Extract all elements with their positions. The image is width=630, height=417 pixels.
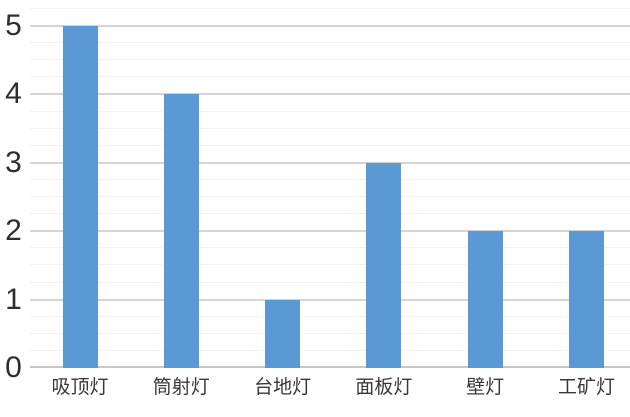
major-gridline [30, 161, 630, 164]
bar-壁灯 [467, 231, 503, 368]
x-axis-line [30, 366, 630, 368]
minor-gridline [30, 110, 630, 112]
major-gridline [30, 298, 630, 301]
x-category-label: 壁灯 [466, 377, 505, 398]
x-category-label: 吸顶灯 [51, 377, 109, 398]
y-tick-label: 0 [5, 351, 22, 384]
y-tick-label: 1 [5, 282, 22, 316]
minor-gridline [30, 332, 630, 334]
major-gridline [30, 25, 630, 27]
x-category-label: 筒射灯 [152, 377, 210, 398]
minor-gridline [30, 247, 630, 249]
x-category-label: 面板灯 [355, 377, 413, 398]
plot-area [30, 0, 630, 368]
bar-面板灯 [366, 162, 402, 368]
x-category-label: 工矿灯 [557, 377, 616, 398]
x-axis: 吸顶灯 筒射灯 台地灯 面板灯 壁灯 工矿灯 [30, 376, 630, 402]
y-tick-label: 2 [5, 214, 22, 248]
minor-gridline [30, 196, 630, 197]
y-axis: 0 1 2 3 4 5 [0, 0, 27, 384]
minor-gridline [30, 315, 630, 317]
minor-gridline [30, 127, 630, 129]
minor-gridline [30, 264, 630, 266]
x-category-label: 台地灯 [254, 377, 312, 398]
major-gridline [30, 230, 630, 233]
minor-gridline [30, 213, 630, 215]
minor-gridline [30, 7, 630, 9]
minor-gridline [30, 42, 630, 44]
y-tick-label: 3 [5, 145, 22, 179]
bar-台地灯 [265, 299, 301, 368]
minor-gridline [30, 281, 630, 283]
y-tick-label: 5 [5, 9, 22, 42]
minor-gridline [30, 144, 630, 146]
minor-gridline [30, 59, 630, 61]
minor-gridline [30, 178, 630, 180]
bar-筒射灯 [163, 94, 199, 368]
minor-gridline [30, 349, 630, 351]
y-tick-label: 4 [5, 77, 22, 111]
bar-吸顶灯 [62, 26, 98, 368]
minor-gridline [30, 76, 630, 78]
major-gridline [30, 93, 630, 96]
bar-工矿灯 [569, 231, 604, 368]
